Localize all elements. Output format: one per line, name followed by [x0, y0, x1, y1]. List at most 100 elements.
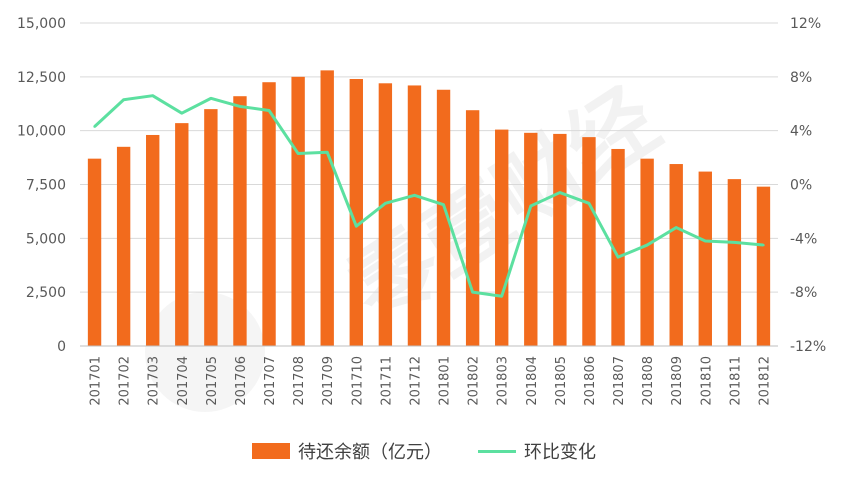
line-point-201706: [238, 105, 242, 108]
x-tick-label: 201702: [118, 356, 133, 406]
bar-201812: [756, 186, 771, 346]
left-tick-label: 15,000: [17, 16, 66, 32]
bar-201805: [553, 133, 567, 346]
x-tick-label: 201712: [408, 356, 423, 406]
bar-201701: [87, 158, 102, 346]
line-point-201812: [762, 243, 765, 247]
bar-201704: [175, 123, 189, 346]
bar-201708: [291, 76, 305, 346]
left-tick-label: 0: [57, 339, 66, 355]
right-tick-label: 0%: [790, 178, 812, 194]
line-point-201803: [500, 295, 503, 298]
x-tick-label: 201701: [89, 356, 104, 406]
x-tick-label: 201703: [147, 356, 162, 406]
x-tick-label: 201802: [467, 356, 482, 406]
bar-201702: [116, 146, 131, 346]
bar-201705: [204, 109, 218, 346]
line-point-201703: [151, 94, 154, 97]
line-point-201807: [616, 255, 620, 259]
left-tick-label: 10,000: [17, 124, 66, 140]
line-point-201811: [733, 241, 736, 244]
line-point-201809: [675, 226, 678, 229]
legend-label-balance: 待还余额（亿元）: [298, 442, 442, 463]
bar-201712: [407, 85, 422, 347]
x-tick-label: 201808: [641, 356, 656, 406]
x-tick-label: 201812: [757, 356, 772, 406]
bar-201707: [262, 82, 276, 346]
bar-201807: [611, 148, 625, 346]
bar-201802: [465, 110, 480, 347]
line-point-201708: [296, 152, 300, 155]
legend: 待还余额（亿元） 环比变化: [0, 438, 848, 464]
left-tick-label: 7,500: [26, 178, 66, 194]
x-tick-label: 201803: [496, 356, 511, 406]
bar-201810: [698, 171, 712, 346]
x-tick-label: 201709: [321, 356, 336, 406]
bar-201709: [320, 70, 334, 346]
x-tick-label: 201704: [176, 356, 191, 406]
line-point-201711: [384, 202, 387, 205]
legend-swatch-line: [478, 449, 516, 453]
legend-swatch-bar: [252, 443, 290, 459]
x-tick-label: 201706: [234, 356, 249, 406]
left-tick-label: 5,000: [26, 231, 66, 247]
x-tick-label: 201805: [554, 356, 569, 406]
legend-item-balance: 待还余额（亿元）: [252, 438, 442, 464]
x-tick-label: 201811: [728, 356, 743, 406]
bar-201809: [669, 164, 683, 346]
bar-201801: [436, 89, 451, 347]
mom-line: [93, 94, 764, 298]
x-tick-label: 201810: [699, 356, 714, 406]
right-tick-label: 12%: [790, 16, 821, 32]
line-point-201710: [355, 225, 358, 228]
bar-series: [87, 70, 771, 347]
line-point-201705: [209, 97, 213, 100]
line-point-201802: [471, 290, 474, 294]
line-point-201804: [529, 204, 532, 208]
line-point-201701: [93, 125, 96, 128]
left-tick-label: 12,500: [17, 70, 66, 86]
bar-201711: [378, 83, 393, 346]
bar-201811: [727, 179, 742, 346]
right-tick-label: -12%: [790, 339, 826, 355]
gridlines: [80, 22, 778, 347]
x-tick-label: 201707: [263, 356, 278, 406]
x-tick-label: 201804: [525, 356, 540, 406]
x-tick-label: 201801: [438, 356, 453, 406]
line-point-201709: [326, 151, 329, 154]
bar-201710: [349, 78, 363, 346]
line-series: [93, 94, 765, 298]
right-tick-label: -8%: [790, 285, 817, 301]
right-axis: -12% -8% -4% 0% 4% 8% 12%: [790, 16, 826, 355]
left-tick-label: 2,500: [26, 285, 66, 301]
line-point-201808: [645, 243, 649, 247]
right-tick-label: -4%: [790, 231, 817, 247]
legend-label-mom: 环比变化: [524, 442, 596, 463]
x-tick-label: 201806: [583, 356, 598, 406]
line-point-201712: [413, 194, 416, 197]
x-tick-label: 201711: [379, 356, 394, 406]
line-point-201805: [558, 191, 562, 194]
x-tick-label: 201809: [670, 356, 685, 406]
legend-item-mom: 环比变化: [478, 438, 596, 464]
line-point-201702: [122, 98, 125, 101]
bar-201703: [146, 134, 160, 346]
line-point-201707: [267, 109, 271, 112]
combo-chart: 零壹财经 02,5005,0007,50010,00012,50015,000 …: [17, 16, 827, 406]
bar-201806: [582, 137, 596, 346]
x-tick-label: 201710: [350, 356, 365, 406]
line-point-201810: [704, 239, 707, 243]
right-tick-label: 4%: [790, 124, 812, 140]
line-point-201801: [442, 203, 445, 206]
x-tick-label: 201807: [612, 356, 627, 406]
x-tick-label: 201705: [205, 356, 220, 406]
x-axis: 201701 201702 201703 201704 201705 201706 2017…: [80, 345, 778, 406]
right-tick-label: 8%: [790, 70, 812, 86]
bar-201803: [495, 129, 509, 346]
left-axis: 0 2,500 5,000 7,500 10,000 12,500 15,000: [17, 16, 66, 355]
bar-201808: [640, 158, 654, 346]
line-point-201806: [587, 202, 591, 205]
bar-201804: [524, 132, 538, 346]
x-tick-label: 201708: [292, 356, 307, 406]
bar-201706: [233, 96, 247, 346]
